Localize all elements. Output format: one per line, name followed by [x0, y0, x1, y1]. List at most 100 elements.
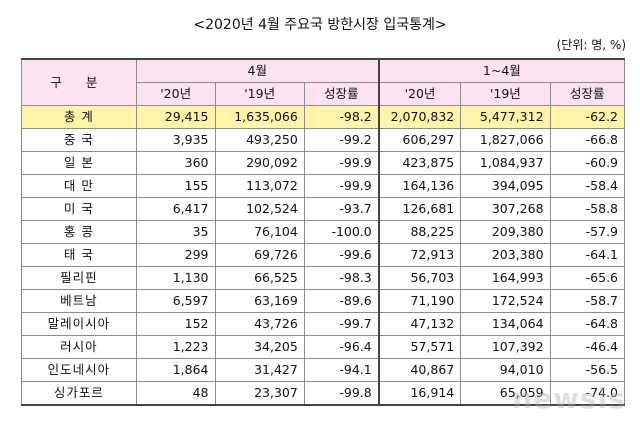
table-cell: 107,392 [460, 335, 551, 359]
table-cell: 65,059 [460, 381, 551, 406]
table-cell: -46.4 [549, 335, 626, 359]
total-row: 총 계 29,415 1,635,066 -98.2 2,070,832 5,477,31… [21, 105, 626, 129]
country-name: 베트남 [21, 289, 137, 313]
table-cell: 172,524 [460, 289, 551, 313]
table-cell: 606,297 [377, 128, 462, 152]
table-row: 미 국 6,417 102,524 -93.7 126,681 307,268 -58.8 [21, 197, 626, 221]
table-cell: -100.0 [303, 220, 380, 244]
country-name: 미 국 [21, 197, 137, 221]
table-cell: 2,070,832 [377, 105, 462, 129]
table-cell: -56.5 [549, 358, 626, 382]
col-header-2020-april: '20년 [135, 82, 216, 106]
country-name: 싱가포르 [21, 381, 137, 406]
table-row: 대 만 155 113,072 -99.9 164,136 394,095 -58.4 [21, 174, 626, 198]
col-header-2019-ytd: '19년 [460, 82, 551, 106]
table-cell: 6,597 [135, 289, 216, 313]
country-name: 필리핀 [21, 266, 137, 290]
table-cell: -58.7 [549, 289, 626, 313]
table-cell: 72,913 [377, 243, 462, 267]
division-header: 구 분 [21, 58, 137, 106]
table-cell: 40,867 [377, 358, 462, 382]
table-cell: -64.1 [549, 243, 626, 267]
table-cell: 360 [135, 151, 216, 175]
table-cell: 94,010 [460, 358, 551, 382]
table-cell: -89.6 [303, 289, 380, 313]
table-row: 필리핀 1,130 66,525 -98.3 56,703 164,993 -65.6 [21, 266, 626, 290]
header-row-groups: 구 분 4월 1~4월 [21, 58, 625, 106]
table-cell: 155 [135, 174, 216, 198]
group-header-jan-apr: 1~4월 [377, 58, 625, 83]
table-cell: -58.4 [549, 174, 626, 198]
table-cell: 3,935 [135, 128, 216, 152]
table-row: 태 국 299 69,726 -99.6 72,913 203,380 -64.1 [21, 243, 626, 267]
table-cell: 69,726 [214, 243, 305, 267]
table-body: 총 계 29,415 1,635,066 -98.2 2,070,832 5,477,31… [21, 105, 626, 406]
table-cell: 423,875 [377, 151, 462, 175]
table-row: 러시아 1,223 34,205 -96.4 57,571 107,392 -46.4 [21, 335, 626, 359]
table-cell: 1,084,937 [460, 151, 551, 175]
table-cell: 113,072 [214, 174, 305, 198]
country-name: 태 국 [21, 243, 137, 267]
table-cell: 6,417 [135, 197, 216, 221]
table-cell: 152 [135, 312, 216, 336]
country-name: 중 국 [21, 128, 137, 152]
table-cell: 1,864 [135, 358, 216, 382]
table-cell: 1,223 [135, 335, 216, 359]
table-cell: -62.2 [549, 105, 626, 129]
table-cell: -98.3 [303, 266, 380, 290]
table-row: 중 국 3,935 493,250 -99.2 606,297 1,827,066 -66.… [21, 128, 626, 152]
table-row: 싱가포르 48 23,307 -99.8 16,914 65,059 -74.0 [21, 381, 626, 406]
table-cell: 164,993 [460, 266, 551, 290]
table-cell: 76,104 [214, 220, 305, 244]
table-cell: 203,380 [460, 243, 551, 267]
table-cell: 66,525 [214, 266, 305, 290]
table-cell: -96.4 [303, 335, 380, 359]
table-cell: -74.0 [549, 381, 626, 406]
table-cell: -99.8 [303, 381, 380, 406]
table-cell: -99.9 [303, 151, 380, 175]
table-cell: 5,477,312 [460, 105, 551, 129]
col-header-growth-april: 성장률 [303, 82, 380, 106]
table-cell: 290,092 [214, 151, 305, 175]
table-cell: 1,130 [135, 266, 216, 290]
table-cell: 16,914 [377, 381, 462, 406]
table-cell: 63,169 [214, 289, 305, 313]
table-cell: 35 [135, 220, 216, 244]
group-header-april: 4월 [135, 58, 380, 83]
table-cell: 307,268 [460, 197, 551, 221]
table-cell: -57.9 [549, 220, 626, 244]
table-cell: 48 [135, 381, 216, 406]
table-cell: 29,415 [135, 105, 216, 129]
table-cell: 299 [135, 243, 216, 267]
table-cell: -98.2 [303, 105, 380, 129]
table-cell: 164,136 [377, 174, 462, 198]
table-cell: 493,250 [214, 128, 305, 152]
country-name: 인도네시아 [21, 358, 137, 382]
table-cell: 56,703 [377, 266, 462, 290]
table-cell: -64.8 [549, 312, 626, 336]
table-cell: -99.2 [303, 128, 380, 152]
table-cell: 57,571 [377, 335, 462, 359]
page-title: <2020년 4월 주요국 방한시장 입국통계> [193, 17, 447, 33]
table-cell: 209,380 [460, 220, 551, 244]
table-cell: 43,726 [214, 312, 305, 336]
table-cell: 47,132 [377, 312, 462, 336]
table-cell: 102,524 [214, 197, 305, 221]
table-row: 베트남 6,597 63,169 -89.6 71,190 172,524 -58.7 [21, 289, 626, 313]
table-cell: 23,307 [214, 381, 305, 406]
watermark-logo: newsis [512, 382, 626, 415]
country-name: 총 계 [21, 105, 137, 129]
table-cell: -94.1 [303, 358, 380, 382]
table-cell: -99.6 [303, 243, 380, 267]
entry-statistics-table: 구 분 4월 1~4월 '20년 '19년 성장률 '20년 '19년 성장률 … [21, 58, 626, 406]
table-cell: -65.6 [549, 266, 626, 290]
unit-note: (단위: 명, %) [556, 38, 626, 52]
table-cell: 1,635,066 [214, 105, 305, 129]
table-cell: 134,064 [460, 312, 551, 336]
table-cell: -66.8 [549, 128, 626, 152]
table-cell: -93.7 [303, 197, 380, 221]
table-cell: -99.9 [303, 174, 380, 198]
table-row: 인도네시아 1,864 31,427 -94.1 40,867 94,010 -56.5 [21, 358, 626, 382]
table-cell: -58.8 [549, 197, 626, 221]
table-cell: 34,205 [214, 335, 305, 359]
